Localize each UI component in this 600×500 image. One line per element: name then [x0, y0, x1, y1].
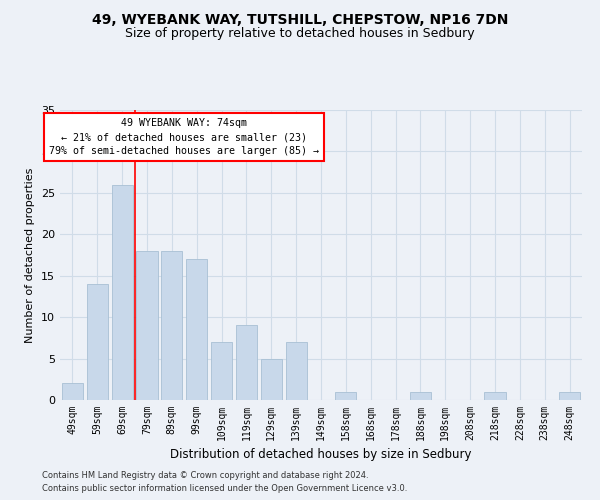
Bar: [286, 342, 307, 400]
Bar: [87, 284, 108, 400]
Bar: [261, 358, 282, 400]
Bar: [161, 251, 182, 400]
Bar: [62, 384, 83, 400]
Text: Contains HM Land Registry data © Crown copyright and database right 2024.: Contains HM Land Registry data © Crown c…: [42, 470, 368, 480]
Text: Contains public sector information licensed under the Open Government Licence v3: Contains public sector information licen…: [42, 484, 407, 493]
Text: 49, WYEBANK WAY, TUTSHILL, CHEPSTOW, NP16 7DN: 49, WYEBANK WAY, TUTSHILL, CHEPSTOW, NP1…: [92, 12, 508, 26]
Text: Size of property relative to detached houses in Sedbury: Size of property relative to detached ho…: [125, 28, 475, 40]
Bar: [410, 392, 431, 400]
Y-axis label: Number of detached properties: Number of detached properties: [25, 168, 35, 342]
Bar: [236, 326, 257, 400]
Bar: [559, 392, 580, 400]
Bar: [136, 251, 158, 400]
Bar: [335, 392, 356, 400]
Bar: [211, 342, 232, 400]
Bar: [112, 184, 133, 400]
Text: 49 WYEBANK WAY: 74sqm
← 21% of detached houses are smaller (23)
79% of semi-deta: 49 WYEBANK WAY: 74sqm ← 21% of detached …: [49, 118, 319, 156]
Bar: [484, 392, 506, 400]
X-axis label: Distribution of detached houses by size in Sedbury: Distribution of detached houses by size …: [170, 448, 472, 462]
Bar: [186, 259, 207, 400]
